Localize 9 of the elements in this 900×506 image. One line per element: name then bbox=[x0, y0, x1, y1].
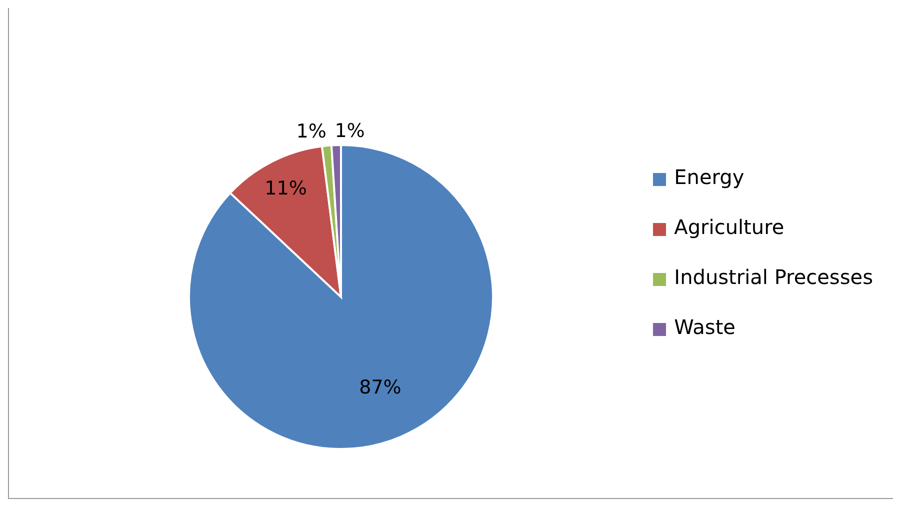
pie-slice bbox=[188, 144, 494, 450]
legend-label: Industrial Precesses bbox=[674, 265, 873, 289]
legend-label: Waste bbox=[674, 315, 736, 339]
data-label: 11% bbox=[264, 178, 307, 200]
data-label: 1% bbox=[334, 120, 365, 142]
data-label: 87% bbox=[359, 376, 402, 399]
legend-label: Agriculture bbox=[674, 215, 784, 239]
legend-label: Energy bbox=[674, 165, 744, 189]
data-label: 1% bbox=[296, 120, 326, 143]
